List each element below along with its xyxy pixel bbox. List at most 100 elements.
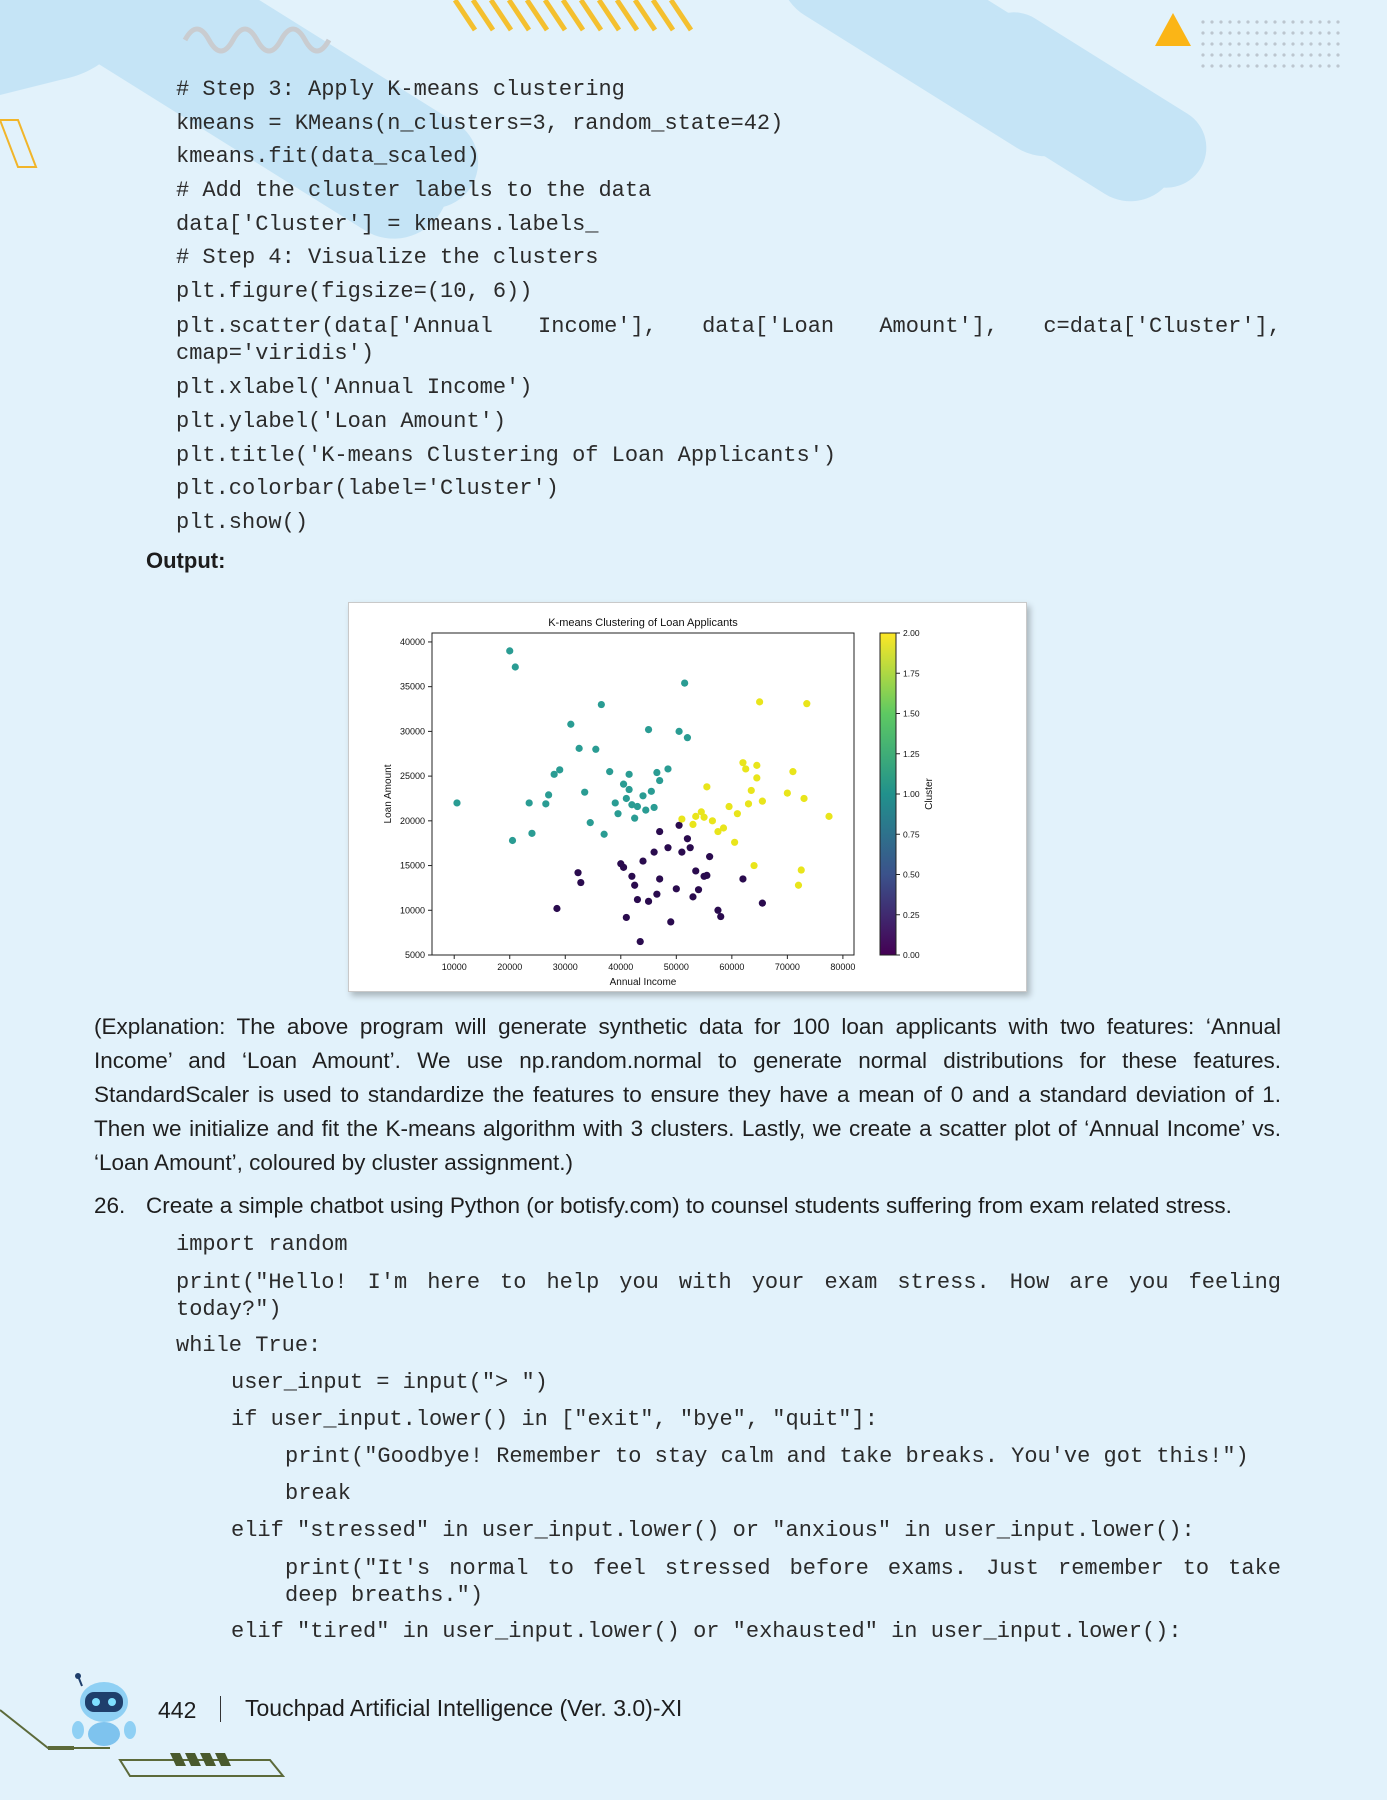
- y-tick-label: 15000: [400, 861, 425, 871]
- data-point: [667, 918, 675, 926]
- data-point: [656, 875, 664, 883]
- data-point: [700, 813, 708, 821]
- data-point: [656, 827, 664, 836]
- data-point: [739, 759, 747, 767]
- colorbar-tick-label: 1.25: [903, 749, 920, 759]
- data-point: [692, 867, 700, 875]
- scatter-chart: K-means Clustering of Loan Applicants Ann…: [383, 617, 935, 988]
- data-point: [697, 808, 705, 816]
- data-point: [803, 700, 811, 708]
- data-point: [592, 745, 600, 753]
- data-point: [731, 838, 739, 846]
- data-point: [672, 885, 680, 893]
- data-point: [619, 863, 628, 871]
- code-line: break: [285, 1481, 352, 1506]
- data-point: [683, 734, 692, 742]
- y-tick-label: 30000: [400, 726, 425, 736]
- x-tick-label: 70000: [775, 962, 800, 972]
- robot-mascot-icon: [72, 1673, 136, 1746]
- data-point: [675, 727, 683, 735]
- data-point: [545, 791, 553, 799]
- data-point: [825, 812, 833, 820]
- code-line: print("Goodbye! Remember to stay calm an…: [285, 1444, 1249, 1469]
- data-point: [622, 794, 630, 803]
- data-point: [789, 768, 797, 776]
- data-point: [714, 827, 722, 836]
- data-point: [631, 881, 639, 889]
- data-point: [753, 761, 761, 769]
- x-axis-label: Annual Income: [610, 977, 677, 988]
- x-tick-label: 40000: [608, 962, 633, 972]
- y-tick-label: 5000: [405, 950, 425, 960]
- code-line: plt.title('K-means Clustering of Loan Ap…: [176, 443, 837, 468]
- y-tick-label: 40000: [400, 637, 425, 647]
- code-line: kmeans.fit(data_scaled): [176, 144, 480, 169]
- data-point: [678, 815, 686, 823]
- data-point: [528, 829, 536, 837]
- code-line: plt.show(): [176, 510, 309, 535]
- data-point: [631, 814, 639, 822]
- colorbar-tick-label: 1.75: [903, 668, 920, 678]
- data-point: [742, 765, 750, 773]
- data-point: [653, 768, 661, 777]
- data-point: [686, 844, 694, 852]
- data-point: [675, 821, 683, 829]
- data-point: [625, 785, 633, 794]
- data-point: [733, 810, 741, 818]
- question-number: 26.: [94, 1193, 126, 1218]
- data-point: [639, 792, 647, 800]
- code-line: # Add the cluster labels to the data: [176, 178, 652, 203]
- data-point: [597, 700, 605, 709]
- data-point: [708, 817, 717, 825]
- data-point: [511, 663, 519, 671]
- data-point: [800, 794, 808, 803]
- y-tick-label: 25000: [400, 771, 425, 781]
- code-line: plt.xlabel('Annual Income'): [176, 375, 533, 400]
- data-point: [678, 848, 686, 856]
- explanation-paragraph: (Explanation: The above program will gen…: [94, 1014, 1281, 1175]
- data-point: [644, 726, 653, 734]
- data-point: [525, 799, 533, 807]
- code-line: # Step 4: Visualize the clusters: [176, 245, 599, 270]
- data-point: [719, 824, 728, 832]
- code-line: kmeans = KMeans(n_clusters=3, random_sta…: [176, 111, 784, 136]
- footer-decoration: [0, 1709, 286, 1777]
- data-point: [783, 789, 791, 797]
- y-tick-label: 35000: [400, 682, 425, 692]
- data-point: [642, 806, 650, 814]
- data-point: [636, 937, 644, 946]
- data-point: [453, 799, 461, 807]
- data-point: [664, 844, 672, 852]
- data-point: [586, 819, 594, 827]
- data-point: [633, 895, 642, 904]
- data-point: [725, 802, 733, 811]
- code-line: elif "stressed" in user_input.lower() or…: [231, 1518, 1195, 1543]
- data-point: [506, 647, 514, 655]
- data-point: [644, 897, 653, 905]
- data-point: [550, 770, 558, 778]
- data-point: [577, 878, 585, 887]
- data-point: [625, 770, 633, 778]
- data-point: [694, 886, 703, 894]
- colorbar: [879, 632, 897, 956]
- data-point: [703, 783, 711, 791]
- data-point: [797, 866, 805, 874]
- colorbar-tick-label: 0.50: [903, 870, 920, 880]
- data-point: [664, 765, 672, 773]
- colorbar-tick-label: 0.75: [903, 829, 920, 839]
- data-point: [756, 698, 764, 706]
- code-line: print("Hello! I'm here to help you with …: [176, 1270, 1281, 1322]
- y-axis-label: Loan Amount: [383, 764, 394, 823]
- data-point: [650, 848, 658, 856]
- question-text: Create a simple chatbot using Python (or…: [146, 1193, 1232, 1218]
- data-point: [714, 906, 722, 914]
- code-line: elif "tired" in user_input.lower() or "e…: [231, 1619, 1182, 1644]
- chart-title: K-means Clustering of Loan Applicants: [548, 617, 738, 629]
- book-title: Touchpad Artificial Intelligence (Ver. 3…: [245, 1695, 683, 1721]
- code-line: print("It's normal to feel stressed befo…: [285, 1556, 1281, 1608]
- data-point: [758, 899, 766, 907]
- data-point: [622, 913, 630, 922]
- data-point: [619, 780, 628, 788]
- data-point: [744, 800, 753, 808]
- x-tick-label: 80000: [830, 962, 855, 972]
